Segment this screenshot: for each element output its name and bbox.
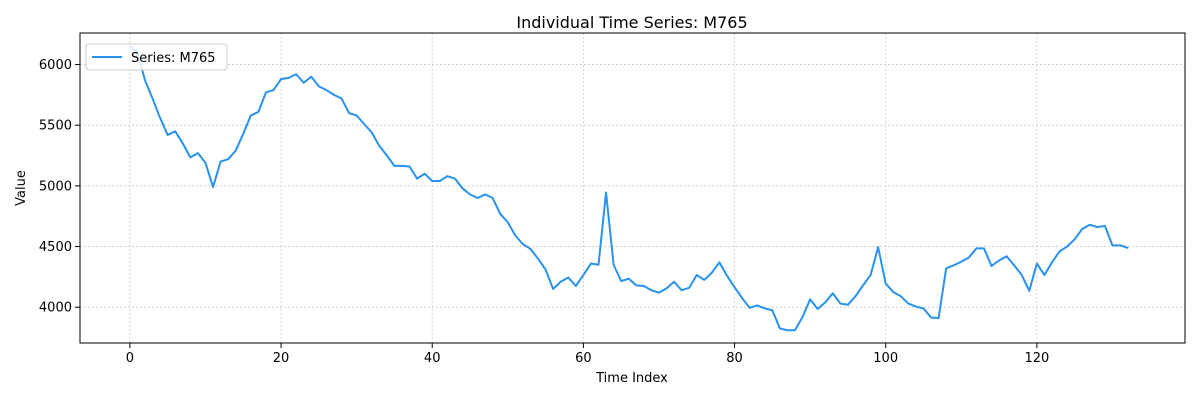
chart-title: Individual Time Series: M765	[516, 13, 747, 32]
grid-lines	[80, 33, 1185, 343]
plot-frame	[79, 32, 1186, 344]
axis-ticks: 0 20 40 60 80 100 120 4000 4500 5000 5500 6000	[39, 58, 1049, 366]
x-tick-label: 100	[873, 351, 898, 366]
y-tick-label: 6000	[39, 58, 72, 73]
legend: Series: M765	[85, 43, 228, 71]
legend-box	[85, 43, 228, 71]
x-tick-label: 40	[424, 351, 441, 366]
y-tick-label: 5000	[39, 179, 72, 194]
x-tick-label: 120	[1024, 351, 1049, 366]
x-tick-label: 0	[126, 351, 134, 366]
y-tick-label: 4000	[39, 301, 72, 316]
series-layer	[128, 45, 1129, 332]
y-axis-label: Value	[14, 170, 29, 206]
y-tick-label: 5500	[39, 119, 72, 134]
x-tick-label: 20	[273, 351, 290, 366]
y-tick-label: 4500	[39, 240, 72, 255]
x-tick-label: 60	[575, 351, 592, 366]
legend-label: Series: M765	[131, 51, 216, 66]
x-axis-label: Time Index	[595, 371, 668, 386]
series-line	[128, 45, 1129, 332]
x-tick-label: 80	[726, 351, 743, 366]
